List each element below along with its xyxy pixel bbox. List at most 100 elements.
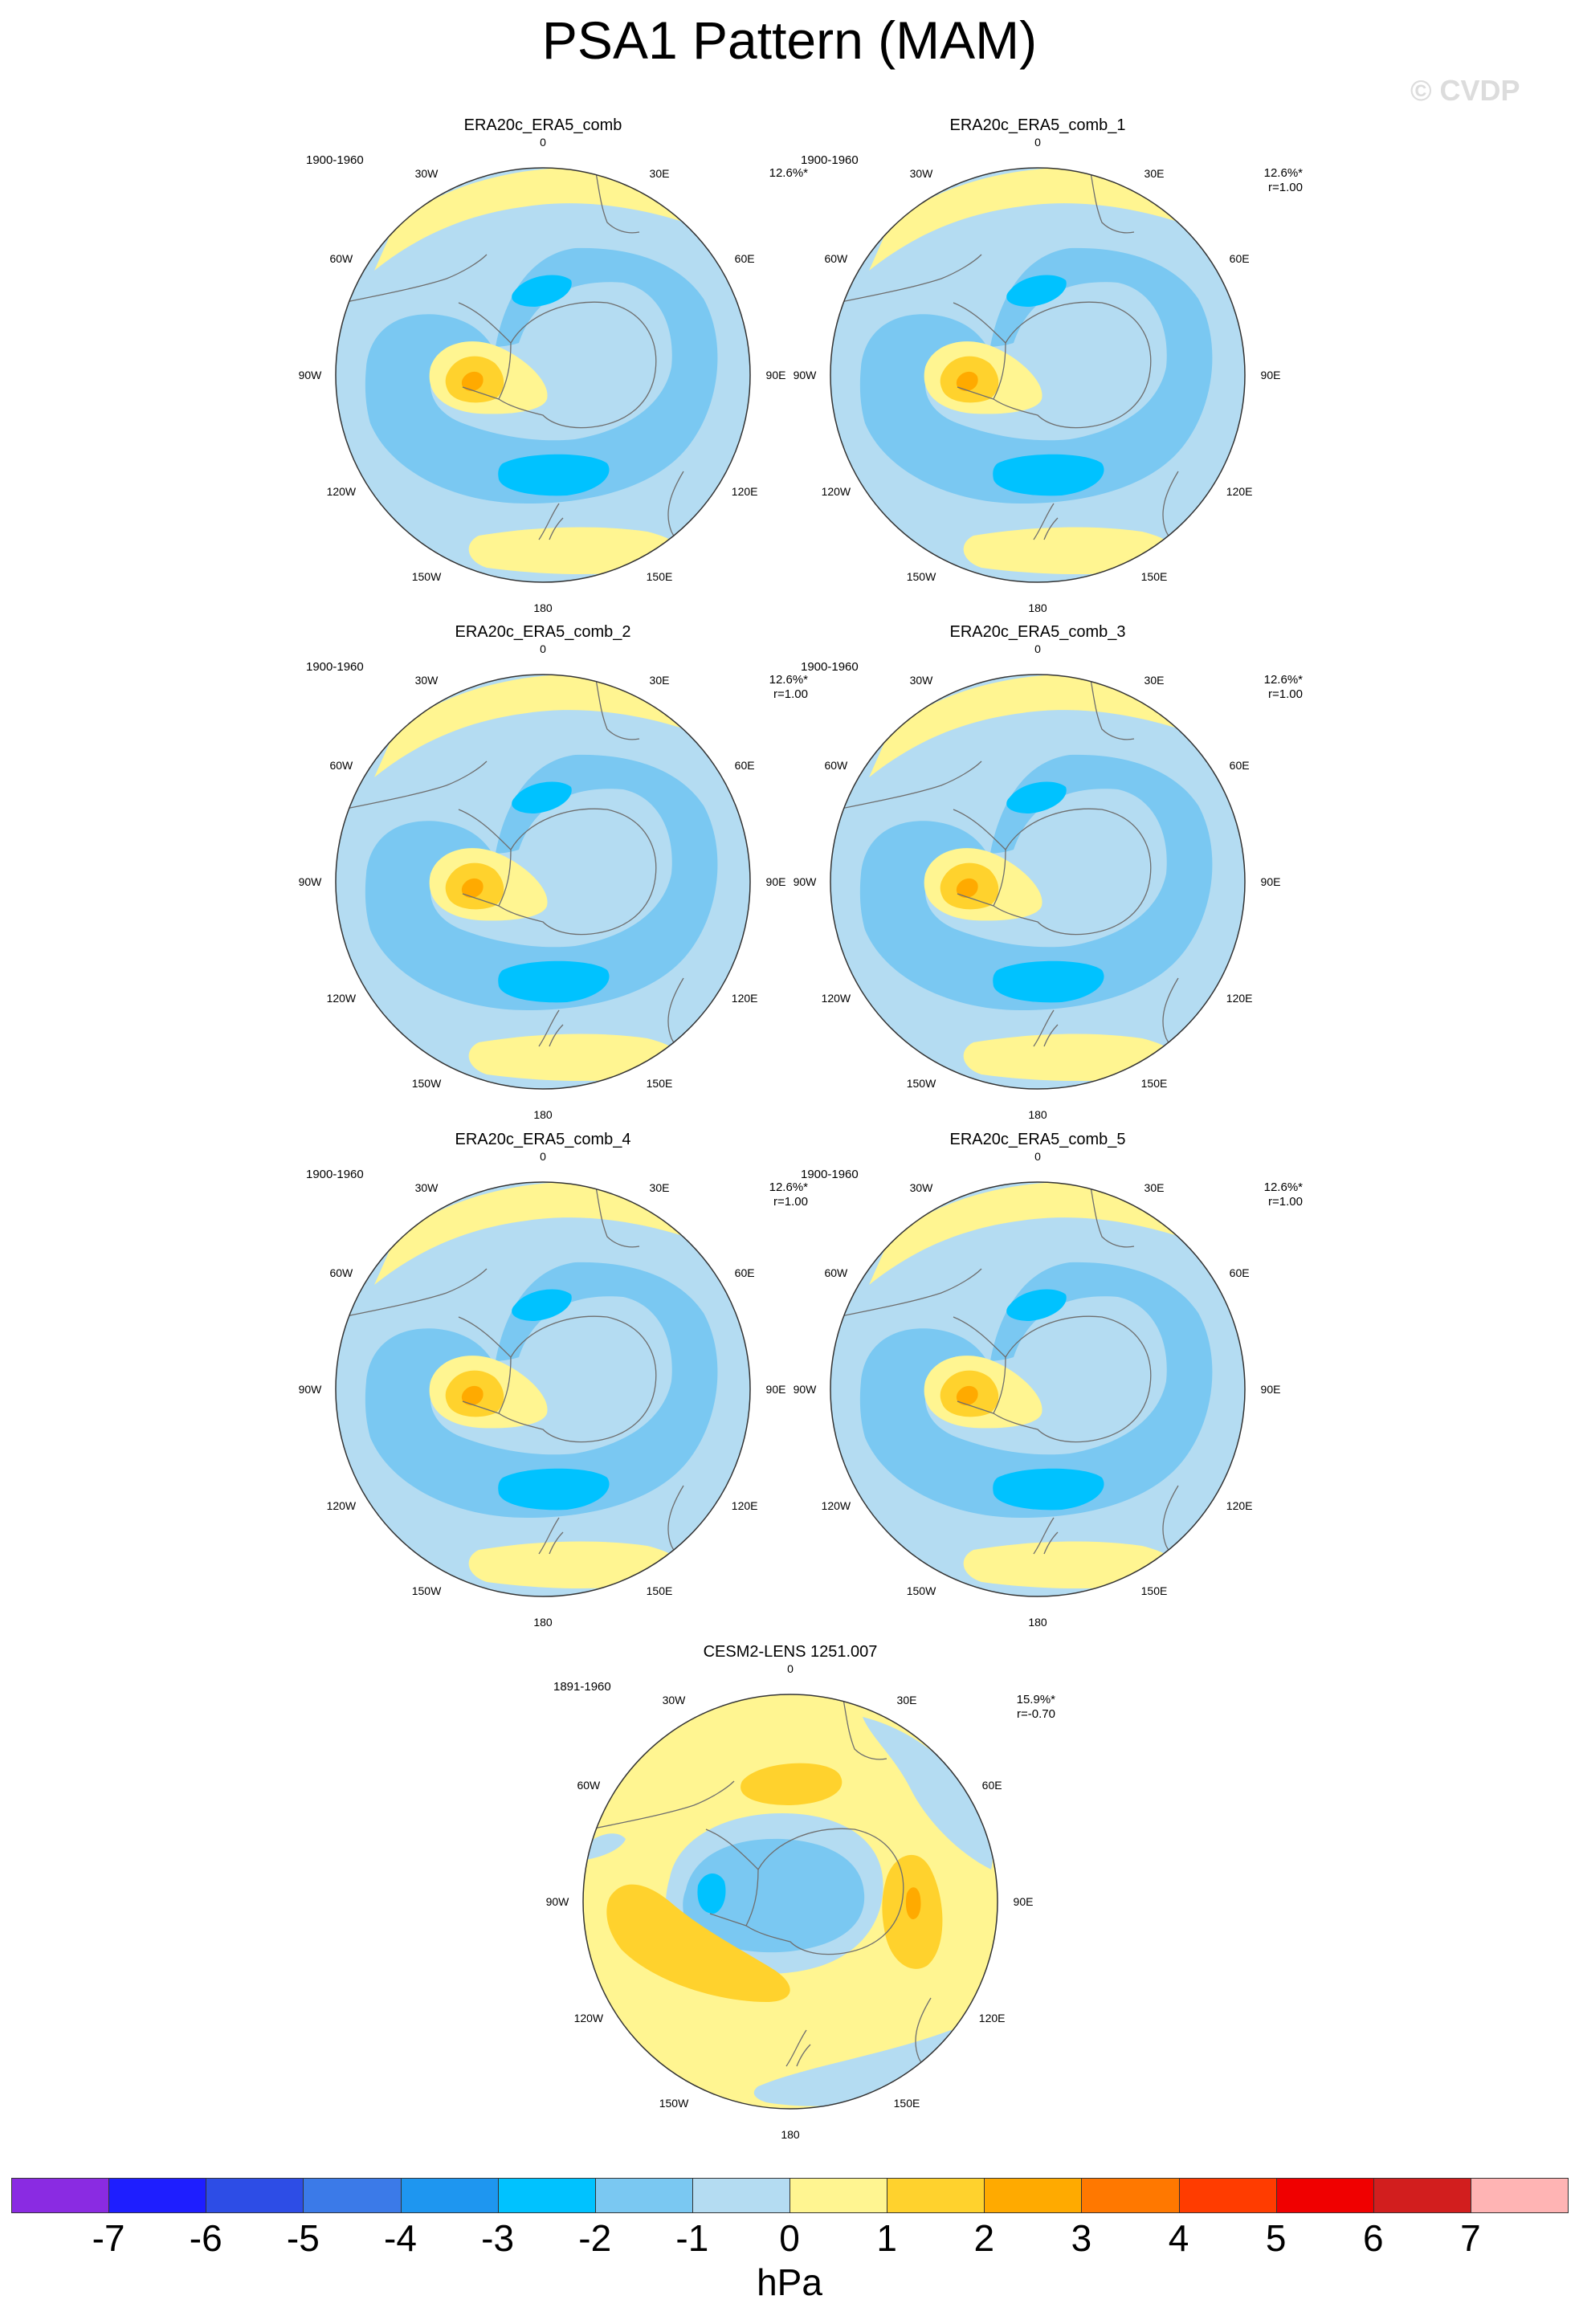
colorbar-tick-label: -1 xyxy=(675,2217,709,2259)
longitude-label: 90W xyxy=(794,875,818,888)
longitude-label: 30E xyxy=(650,167,670,180)
longitude-label: 60W xyxy=(824,759,848,772)
longitude-label: 0 xyxy=(540,642,546,655)
positive-anomaly-max xyxy=(461,371,483,391)
colorbar-swatch xyxy=(303,2178,402,2213)
panel-variance-stats: 12.6%* xyxy=(769,166,808,181)
map-panel: ERA20c_ERA5_comb_2 1900-1960 12.6%* r=1.00 0… xyxy=(270,623,816,1121)
longitude-label: 60E xyxy=(1230,759,1250,772)
panel-pattern-correlation: r=1.00 xyxy=(1268,687,1303,701)
longitude-label: 150E xyxy=(1141,1584,1168,1597)
new-zealand-coastline xyxy=(538,1517,564,1555)
new-zealand-coastline xyxy=(785,2029,811,2067)
negative-core-north xyxy=(512,1289,572,1321)
longitude-label: 120E xyxy=(1226,485,1253,498)
slp-field xyxy=(830,675,1245,1089)
map-panel: ERA20c_ERA5_comb 1900-1960 12.6%* 0 30E 60E 90… xyxy=(270,116,816,614)
panel-pattern-correlation: r=1.00 xyxy=(773,1195,808,1209)
antarctica-coastline xyxy=(993,301,1152,429)
longitude-label: 0 xyxy=(540,1150,546,1163)
colorbar-tick-label: -6 xyxy=(189,2217,222,2259)
longitude-label: 180 xyxy=(1028,1108,1047,1121)
negative-core-north xyxy=(1006,1289,1067,1321)
colorbar-tick-label: -7 xyxy=(92,2217,125,2259)
south-america-coastline xyxy=(589,1780,735,1830)
slp-field xyxy=(336,1182,750,1596)
colorbar-tick-label: 1 xyxy=(876,2217,897,2259)
longitude-label: 30W xyxy=(415,167,439,180)
new-zealand-coastline xyxy=(1033,1517,1059,1555)
longitude-label: 180 xyxy=(533,1616,553,1629)
longitude-label: 0 xyxy=(540,136,546,149)
longitude-label: 90W xyxy=(299,1383,323,1396)
longitude-label: 120E xyxy=(732,485,758,498)
longitude-label: 120E xyxy=(979,2012,1006,2024)
positive-anomaly-max xyxy=(956,371,978,391)
longitude-label: 120W xyxy=(327,485,357,498)
south-america-coastline xyxy=(341,1268,488,1318)
longitude-label: 60E xyxy=(735,759,755,772)
panel-title: ERA20c_ERA5_comb_5 xyxy=(949,1131,1126,1148)
panel-period: 1900-1960 xyxy=(801,1168,859,1181)
colorbar-swatch xyxy=(887,2178,985,2213)
longitude-label: 120W xyxy=(327,992,357,1005)
negative-core-south xyxy=(993,1468,1104,1511)
africa-coastline xyxy=(1089,1182,1135,1248)
longitude-label: 0 xyxy=(1034,136,1041,149)
longitude-label: 150W xyxy=(907,1077,936,1090)
africa-coastline xyxy=(594,675,640,740)
positive-band-north xyxy=(374,168,728,271)
panel-period: 1900-1960 xyxy=(306,1168,364,1181)
negative-core-north xyxy=(1006,781,1067,813)
longitude-label: 150W xyxy=(659,2097,689,2110)
longitude-label: 90E xyxy=(1261,1383,1281,1396)
colorbar-units: hPa xyxy=(757,2261,822,2303)
longitude-label: 120E xyxy=(732,1499,758,1512)
longitude-label: 90E xyxy=(766,875,786,888)
colorbar-tick-label: -3 xyxy=(481,2217,515,2259)
longitude-label: 120W xyxy=(574,2012,604,2024)
longitude-label: 120W xyxy=(327,1499,357,1512)
colorbar-swatch xyxy=(1178,2178,1277,2213)
panel-percent-variance: 12.6%* xyxy=(769,1180,808,1194)
longitude-label: 90E xyxy=(1261,875,1281,888)
longitude-label: 150E xyxy=(647,570,673,583)
antarctic-peninsula-coastline xyxy=(953,302,1006,400)
new-zealand-coastline xyxy=(538,1009,564,1047)
longitude-label: 120W xyxy=(822,485,851,498)
colorbar-tick-label: -4 xyxy=(384,2217,417,2259)
panel-title: ERA20c_ERA5_comb_4 xyxy=(455,1131,631,1148)
longitude-label: 60E xyxy=(735,252,755,265)
map-panel: ERA20c_ERA5_comb_5 1900-1960 12.6%* r=1.00 0… xyxy=(765,1131,1311,1629)
panel-pattern-correlation: r=1.00 xyxy=(1268,181,1303,194)
longitude-label: 120E xyxy=(1226,1499,1253,1512)
longitude-label: 150E xyxy=(1141,1077,1168,1090)
colorbar-tick-label: 3 xyxy=(1071,2217,1092,2259)
panel-period: 1891-1960 xyxy=(553,1680,611,1694)
panel-title: ERA20c_ERA5_comb_2 xyxy=(455,623,631,641)
antarctica-coastline xyxy=(498,1315,657,1443)
slp-field xyxy=(830,1182,1245,1596)
map-panel: ERA20c_ERA5_comb_1 1900-1960 12.6%* r=1.00 0… xyxy=(765,116,1311,614)
positive-anomaly-east-max xyxy=(905,1887,921,1919)
positive-band-north xyxy=(374,1182,728,1285)
longitude-label: 0 xyxy=(1034,1150,1041,1163)
colorbar-tick-label: 5 xyxy=(1265,2217,1287,2259)
negative-core-north xyxy=(512,781,572,813)
panel-variance-stats: 12.6%* r=1.00 xyxy=(769,673,808,702)
antarctica-coastline xyxy=(993,808,1152,936)
antarctica-coastline xyxy=(498,301,657,429)
map-border xyxy=(335,674,751,1090)
polar-map: 0 30E 60E 90E 120E 150E 180 150W 120W 90W 60W 30W xyxy=(546,1662,1034,2141)
panel-period: 1900-1960 xyxy=(306,153,364,167)
positive-band-south xyxy=(468,527,682,575)
panel-pattern-correlation: r=-0.70 xyxy=(1017,1707,1055,1721)
map-panel: ERA20c_ERA5_comb_4 1900-1960 12.6%* r=1.00 0… xyxy=(270,1131,816,1629)
longitude-label: 150E xyxy=(647,1584,673,1597)
longitude-label: 90W xyxy=(794,369,818,381)
positive-anomaly-max xyxy=(461,878,483,898)
longitude-label: 180 xyxy=(1028,1616,1047,1629)
positive-band-north xyxy=(374,675,728,777)
polar-map: 0 30E 60E 90E 120E 150E 180 150W 120W 90W 60W 30W xyxy=(794,136,1281,614)
positive-band-north xyxy=(869,675,1222,777)
